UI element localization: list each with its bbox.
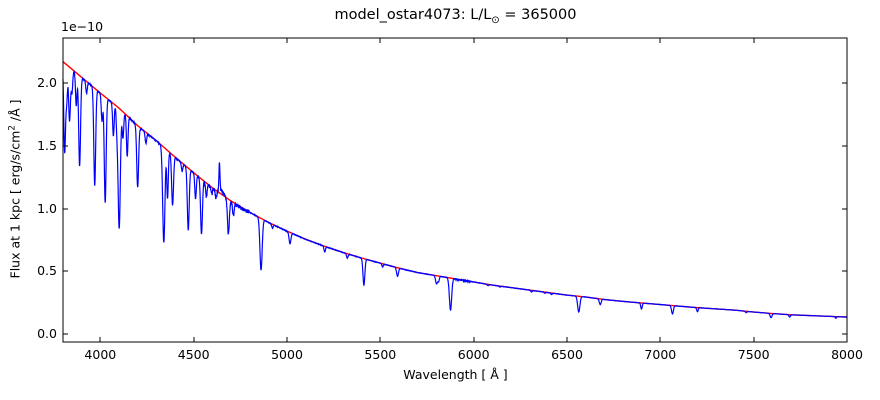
x-tick-label: 4000 bbox=[84, 347, 117, 362]
x-tick-label: 7000 bbox=[644, 347, 677, 362]
y-axis-label-superscript: 2 bbox=[7, 125, 18, 131]
chart-title: model_ostar4073: L/L⊙ = 365000 bbox=[63, 7, 848, 26]
y-axis-offset-text: 1e−10 bbox=[61, 19, 104, 34]
x-tick-label: 5500 bbox=[364, 347, 397, 362]
y-tick-label: 2.0 bbox=[37, 75, 57, 90]
y-tick-label: 0.0 bbox=[37, 326, 57, 341]
x-tick-label: 4500 bbox=[177, 347, 210, 362]
x-tick-label: 6500 bbox=[551, 347, 583, 362]
title-text: model_ostar4073: L/L bbox=[334, 7, 492, 23]
title-luminosity-value: = 365000 bbox=[499, 7, 577, 23]
y-axis-label: Flux at 1 kpc [ erg/s/cm2 /Å ] bbox=[7, 100, 22, 279]
y-tick-label: 0.5 bbox=[37, 263, 57, 279]
y-tick-label: 1.5 bbox=[37, 137, 57, 153]
x-tick-label: 7500 bbox=[737, 347, 770, 362]
y-tick-label: 1.0 bbox=[37, 200, 57, 216]
x-tick-label: 8000 bbox=[831, 347, 863, 362]
y-axis-label-unit: /Å ] bbox=[7, 99, 23, 126]
x-tick-label: 6000 bbox=[457, 347, 490, 362]
sun-symbol: ⊙ bbox=[491, 14, 500, 26]
x-axis-label: Wavelength [ Å ] bbox=[403, 367, 508, 382]
x-tick-label: 5000 bbox=[271, 347, 303, 362]
